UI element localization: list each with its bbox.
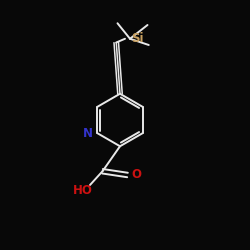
Text: O: O — [131, 168, 141, 181]
Text: HO: HO — [72, 184, 92, 196]
Text: Si: Si — [131, 32, 144, 45]
Text: N: N — [83, 126, 93, 140]
